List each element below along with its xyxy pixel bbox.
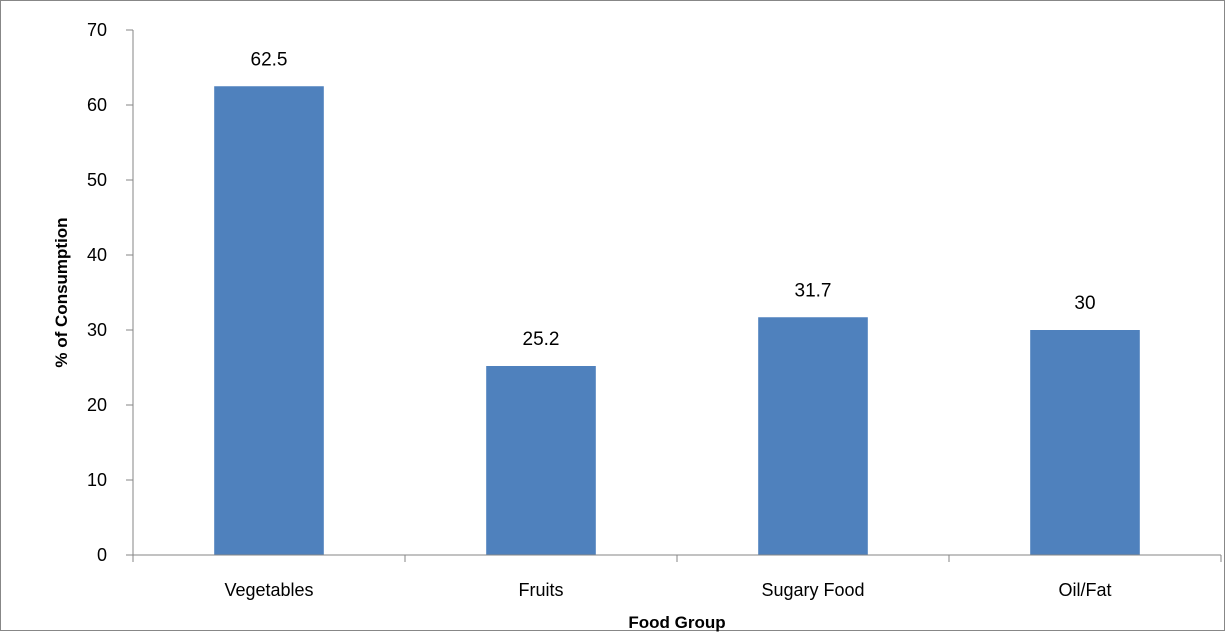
bar-vegetables — [214, 86, 324, 555]
y-tick-label: 60 — [87, 95, 107, 115]
y-tick-label: 0 — [97, 545, 107, 565]
y-axis-ticks: 0 10 20 30 40 50 60 70 — [87, 20, 133, 565]
y-tick-label: 70 — [87, 20, 107, 40]
x-tick-label: Oil/Fat — [1058, 580, 1111, 600]
x-axis-title: Food Group — [628, 613, 725, 632]
x-axis-ticks: Vegetables Fruits Sugary Food Oil/Fat — [132, 555, 1222, 600]
bar-oil-fat — [1030, 330, 1140, 555]
x-tick-label: Fruits — [519, 580, 564, 600]
data-label: 62.5 — [251, 49, 288, 70]
bars — [214, 86, 1140, 555]
x-tick-label: Vegetables — [224, 580, 313, 600]
data-labels: 62.5 25.2 31.7 30 — [251, 49, 1096, 350]
x-tick-label: Sugary Food — [761, 580, 864, 600]
y-axis-title: % of Consumption — [52, 217, 71, 367]
y-tick-label: 30 — [87, 320, 107, 340]
data-label: 30 — [1074, 293, 1095, 314]
y-tick-label: 10 — [87, 470, 107, 490]
y-tick-label: 40 — [87, 245, 107, 265]
data-label: 25.2 — [523, 329, 560, 350]
y-tick-label: 50 — [87, 170, 107, 190]
y-tick-label: 20 — [87, 395, 107, 415]
bar-fruits — [486, 366, 596, 555]
bar-sugary-food — [758, 317, 868, 555]
data-label: 31.7 — [795, 280, 832, 301]
